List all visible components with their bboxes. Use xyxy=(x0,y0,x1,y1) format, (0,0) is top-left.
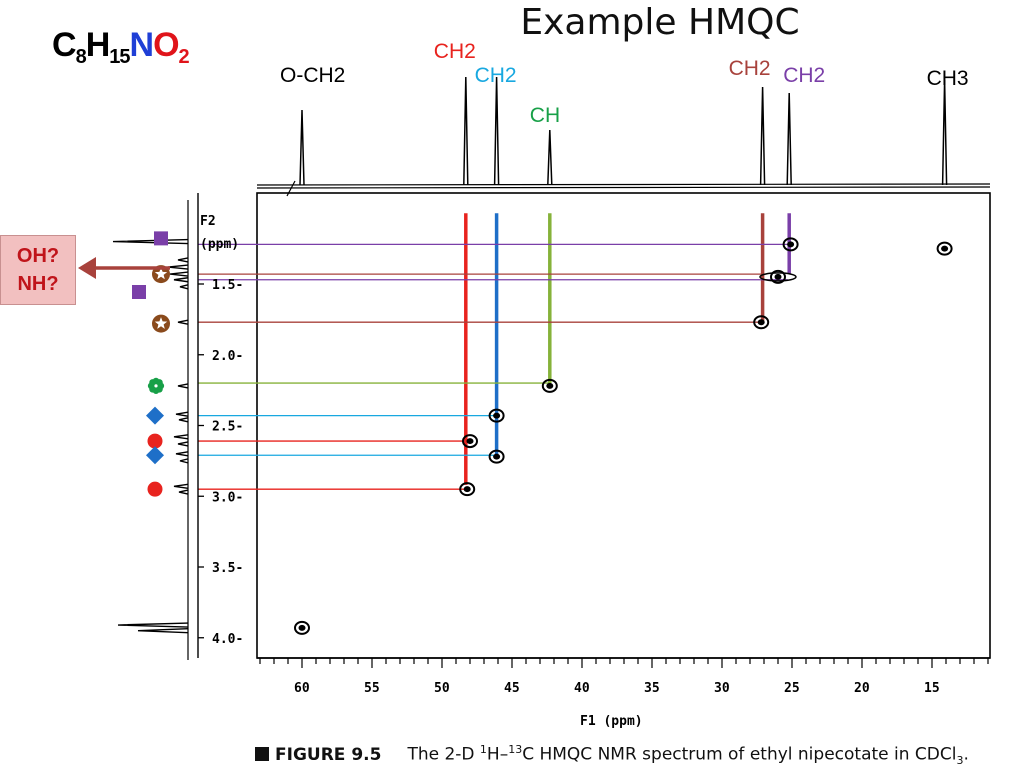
molecular-formula: C8H15NO2 xyxy=(52,26,190,69)
caption-figure-label: FIGURE 9.5 xyxy=(275,744,382,765)
carbon-peak xyxy=(941,79,948,186)
cross-peak-broad xyxy=(759,272,797,282)
x-axis-label: F1 (ppm) xyxy=(580,714,643,729)
plot-frame xyxy=(256,192,991,659)
caption-text-end: . xyxy=(963,744,969,765)
carbon-peak-label: CH2 xyxy=(783,64,826,87)
cross-peak xyxy=(488,408,505,423)
y-tick-label: 3.0- xyxy=(212,490,243,505)
y-tick-label: 3.5- xyxy=(212,561,243,576)
callout-line-oh: OH? xyxy=(16,245,60,267)
proton-peak xyxy=(112,238,189,245)
cross-peak xyxy=(488,449,505,464)
x-tick-label: 40 xyxy=(574,681,590,696)
star-icon xyxy=(152,314,170,333)
figure-caption: FIGURE 9.5 The 2-D 1H–13C HMQC NMR spectr… xyxy=(255,743,969,767)
cross-peak xyxy=(782,237,799,252)
x-tick-label: 30 xyxy=(714,681,730,696)
x-tick-label: 45 xyxy=(504,681,520,696)
x-tick-label: 35 xyxy=(644,681,660,696)
cross-peak xyxy=(294,620,310,635)
proton-peak xyxy=(177,319,189,325)
caption-sup-1: 1 xyxy=(479,743,487,756)
carbon-peak xyxy=(463,76,469,186)
oh-nh-callout: OH? NH? xyxy=(0,235,76,305)
flower-icon xyxy=(147,377,165,395)
proton-peak xyxy=(173,434,189,440)
formula-nitrogen: N xyxy=(129,26,155,64)
proton-peak xyxy=(167,264,189,270)
formula-hydrogen: H xyxy=(85,26,111,64)
carbon-peak xyxy=(493,76,500,186)
formula-carbon-count: 8 xyxy=(75,46,87,68)
x-tick-label: 25 xyxy=(784,681,800,696)
carbon-peak xyxy=(786,92,792,186)
y-tick-label: 1.5- xyxy=(212,278,243,293)
proton-peak xyxy=(169,271,189,277)
circle-icon xyxy=(147,481,163,497)
proton-peak xyxy=(178,417,189,423)
cross-peak xyxy=(459,482,476,497)
cross-peak xyxy=(936,241,953,256)
cross-peak xyxy=(541,378,558,393)
callout-arrow-head-icon xyxy=(78,257,96,279)
proton-peak xyxy=(177,441,189,447)
formula-oxygen-count: 2 xyxy=(178,46,190,68)
proton-peak xyxy=(173,483,189,490)
y-axis-label-line2: (ppm) xyxy=(200,237,239,252)
carbon-peak-label: CH2 xyxy=(433,40,476,63)
proton-peak xyxy=(177,383,189,389)
carbon-peak-label: O-CH2 xyxy=(280,64,346,87)
y-tick-label: 4.0- xyxy=(212,632,243,647)
cross-peak xyxy=(770,269,786,284)
caption-text-pre: The 2-D xyxy=(407,744,480,765)
proton-peak xyxy=(179,284,189,290)
x-tick-label: 50 xyxy=(434,681,450,696)
proton-peak xyxy=(137,627,189,634)
circle-icon xyxy=(147,433,163,449)
y-axis-label-line1: F2 xyxy=(200,214,216,229)
diamond-icon xyxy=(146,406,164,425)
carbon-peak-label: CH2 xyxy=(728,57,771,80)
diamond-icon xyxy=(146,446,164,465)
proton-peak xyxy=(178,489,189,495)
carbon-peak-label: CH xyxy=(529,104,561,127)
carbon-peak-label: CH2 xyxy=(474,64,517,87)
formula-hydrogen-count: 15 xyxy=(109,46,130,68)
cross-peak xyxy=(753,315,770,330)
caption-bullet xyxy=(255,746,269,761)
formula-carbon: C xyxy=(52,26,77,64)
caption-sup-13: 13 xyxy=(508,743,523,756)
y-tick-label: 2.0- xyxy=(212,349,243,364)
formula-oxygen: O xyxy=(153,26,179,64)
x-tick-label: 15 xyxy=(924,681,940,696)
carbon-peak-label: CH3 xyxy=(926,67,969,90)
proton-peak xyxy=(179,458,189,464)
square-icon xyxy=(154,231,168,246)
proton-peak xyxy=(173,277,189,283)
proton-peak xyxy=(117,622,189,628)
slide-title: Example HMQC xyxy=(520,2,800,43)
proton-peak xyxy=(175,451,189,457)
proton-peak xyxy=(175,411,189,417)
carbon-peak xyxy=(547,129,553,186)
caption-text-mid2: C HMQC NMR spectrum of ethyl nipecotate … xyxy=(522,744,957,765)
proton-peak xyxy=(177,257,189,263)
y-tick-label: 2.5- xyxy=(212,420,243,435)
x-tick-label: 60 xyxy=(294,681,310,696)
callout-line-nh: NH? xyxy=(17,273,59,295)
carbon-peak xyxy=(759,86,766,186)
top-spectrum-baseline xyxy=(256,183,991,189)
caption-sub-3: 3 xyxy=(956,754,964,768)
cross-peak xyxy=(462,434,478,449)
x-tick-label: 55 xyxy=(364,681,380,696)
carbon-peak xyxy=(299,109,305,186)
x-tick-label: 20 xyxy=(854,681,870,696)
caption-text-mid1: H– xyxy=(486,744,509,765)
square-icon xyxy=(132,285,146,299)
